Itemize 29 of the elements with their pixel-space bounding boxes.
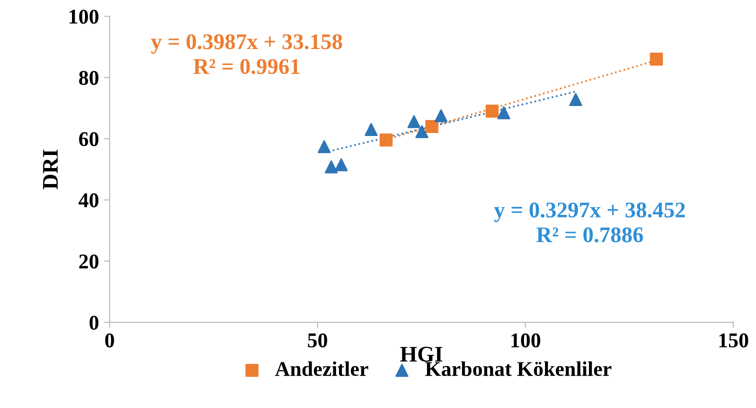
x-axis-title: HGI	[400, 346, 442, 362]
legend-label: Karbonat Kökenliler	[425, 361, 612, 376]
x-tick-label: 50	[308, 333, 328, 348]
y-tick-label: 100	[70, 10, 98, 24]
point	[318, 140, 331, 154]
point	[415, 125, 428, 138]
point	[407, 115, 420, 128]
point	[425, 120, 438, 133]
point	[364, 123, 378, 136]
point	[650, 52, 663, 66]
point	[497, 106, 510, 120]
y-axis-title: DRI	[43, 150, 58, 190]
x-tick-label: 150	[719, 333, 748, 348]
y-tick-label: 80	[79, 70, 98, 85]
annotation: y = 0.3987x + 33.158 R² = 0.9961	[151, 34, 342, 74]
annotation: y = 0.3297x + 38.452 R² = 0.7886	[494, 202, 685, 242]
point	[334, 158, 348, 172]
y-tick-label: 20	[79, 254, 98, 269]
y-tick-label: 40	[78, 193, 98, 208]
point	[486, 104, 499, 118]
x-tick-label: 0	[105, 333, 114, 348]
point	[324, 160, 338, 174]
x-tick-label: 100	[511, 333, 540, 348]
point	[380, 133, 393, 146]
y-tick-label: 60	[79, 132, 98, 146]
point	[434, 109, 448, 122]
point	[569, 93, 582, 106]
legend-label: Andezitler	[275, 361, 368, 376]
y-tick-label: 0	[90, 316, 98, 330]
